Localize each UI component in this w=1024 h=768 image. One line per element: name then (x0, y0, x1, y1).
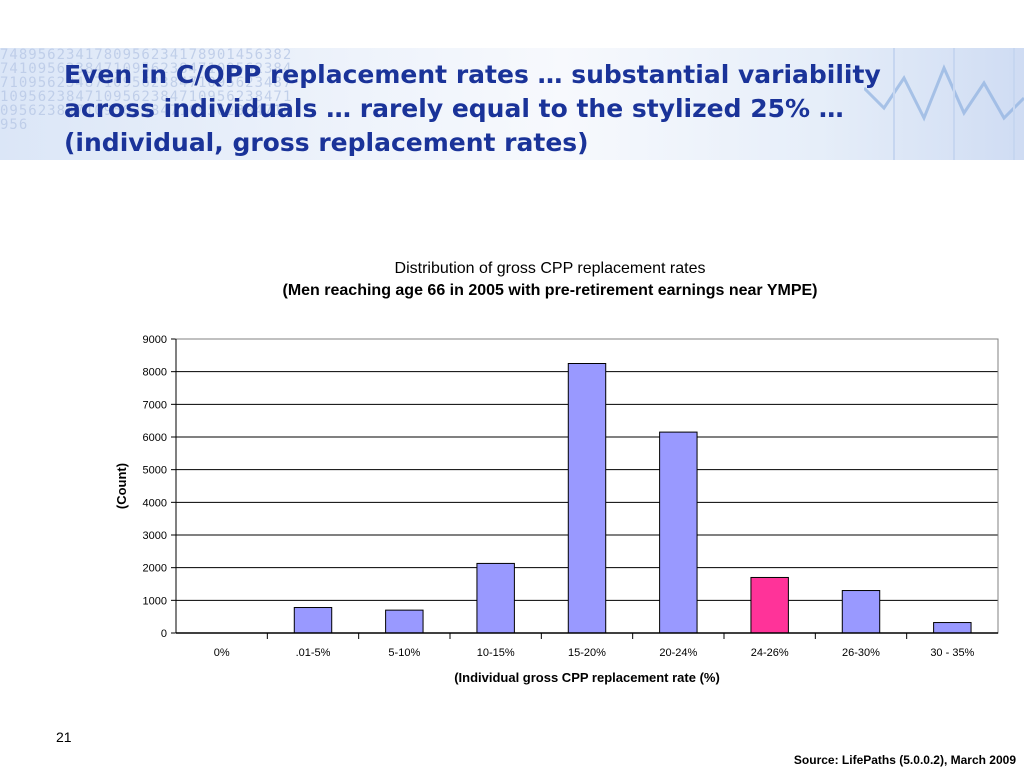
x-tick-label: .01-5% (296, 647, 331, 659)
bar (841, 590, 881, 634)
bar (567, 363, 607, 634)
bar (293, 607, 333, 634)
x-axis-label: (Individual gross CPP replacement rate (… (454, 670, 720, 685)
x-tick-label: 30 - 35% (930, 647, 974, 659)
title-banner: 7489562341780956234178901456382741095623… (0, 48, 1024, 160)
banner-wave-graphic (864, 48, 1024, 160)
x-tick-label: 20-24% (659, 647, 697, 659)
y-tick-label: 0 (161, 628, 167, 640)
slide-title-line-3: (individual, gross replacement rates) (64, 128, 589, 157)
bar (659, 431, 698, 634)
y-tick-label: 7000 (143, 399, 167, 411)
x-tick-label: 5-10% (388, 647, 420, 659)
banner-digit-pattern: 7489562341780956234178901456382741095623… (0, 48, 293, 133)
y-axis-label: (Count) (114, 463, 129, 509)
x-tick-label: 24-26% (751, 647, 789, 659)
y-tick-label: 4000 (143, 497, 167, 509)
bar (750, 576, 789, 634)
slide-title-line-1: Even in C/QPP replacement rates … substa… (64, 60, 881, 89)
x-tick-label: 26-30% (842, 647, 880, 659)
y-tick-label: 6000 (143, 432, 167, 444)
chart-title: Distribution of gross CPP replacement ra… (394, 260, 706, 277)
y-tick-label: 9000 (143, 334, 167, 346)
bar (385, 609, 424, 634)
y-tick-label: 8000 (143, 367, 167, 379)
x-tick-label: 10-15% (477, 647, 515, 659)
chart-subtitle: (Men reaching age 66 in 2005 with pre-re… (282, 282, 818, 299)
x-tick-label: 15-20% (568, 647, 606, 659)
y-tick-label: 2000 (143, 563, 167, 575)
x-tick-label: 0% (214, 647, 230, 659)
y-tick-label: 3000 (143, 530, 167, 542)
bar (476, 562, 515, 634)
slide-title: Even in C/QPP replacement rates … substa… (64, 58, 1004, 160)
y-tick-label: 5000 (143, 465, 167, 477)
source-note: Source: LifePaths (5.0.0.2), March 2009 (793, 753, 1016, 767)
bar (933, 622, 972, 634)
y-tick-label: 1000 (143, 595, 167, 607)
page-number: 21 (56, 729, 72, 745)
slide-title-line-2: across individuals … rarely equal to the… (64, 94, 844, 123)
chart-title-block: Distribution of gross CPP replacement ra… (150, 258, 950, 302)
